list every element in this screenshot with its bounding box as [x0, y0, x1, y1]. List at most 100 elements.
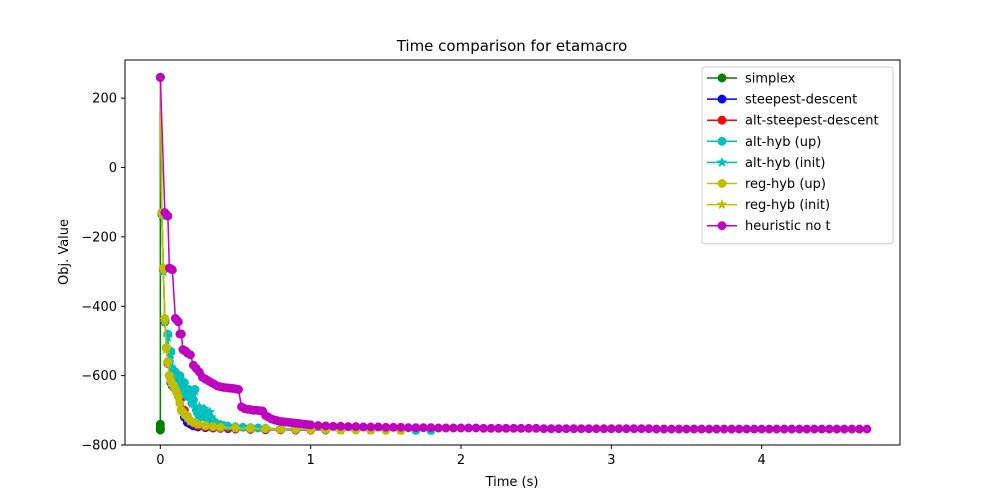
legend-label: steepest-descent: [745, 93, 857, 108]
data-point: [727, 424, 737, 434]
series-heuristic-no-t: [155, 72, 872, 434]
data-point: [576, 424, 586, 434]
data-point: [403, 423, 413, 433]
data-point: [441, 423, 451, 433]
y-tick-label: 0: [109, 161, 117, 176]
data-point: [185, 415, 196, 427]
legend-marker: [717, 179, 727, 188]
legend-box: [701, 66, 894, 245]
data-point: [584, 424, 594, 434]
legend-marker: [717, 221, 727, 231]
data-point: [172, 391, 184, 402]
data-point: [719, 424, 729, 434]
data-point: [464, 423, 473, 433]
data-point: [509, 423, 519, 433]
data-point: [712, 424, 722, 434]
legend-marker: [716, 156, 728, 167]
legend: simplex steepest-descent alt-steepest-desc…: [701, 66, 894, 245]
data-point: [839, 424, 849, 434]
data-point: [621, 424, 631, 434]
data-point: [471, 423, 481, 433]
legend-entry: steepest-descent: [707, 93, 857, 108]
legend-label: reg-hyb (up): [745, 177, 826, 192]
legend-label: simplex: [745, 72, 796, 87]
data-point: [192, 418, 204, 430]
data-point: [501, 423, 511, 433]
chart-title: Time comparison for etamacro: [396, 37, 628, 55]
data-point: [169, 384, 181, 395]
data-point: [847, 424, 857, 434]
y-tick-label: 200: [92, 92, 117, 107]
data-point: [659, 424, 669, 434]
legend-marker: [716, 198, 728, 210]
y-tick-label: −400: [81, 300, 117, 315]
legend-entry: reg-hyb (up): [707, 177, 826, 192]
data-point: [772, 424, 782, 434]
x-tick-label: 2: [457, 453, 465, 468]
data-point: [494, 423, 504, 433]
data-point: [396, 422, 406, 432]
data-point: [824, 424, 834, 434]
data-point: [704, 424, 714, 434]
data-point: [614, 424, 624, 434]
data-point: [794, 424, 804, 434]
data-point: [343, 422, 353, 432]
data-point: [434, 423, 443, 433]
legend-label: alt-steepest-descent: [745, 114, 879, 129]
data-point: [689, 424, 699, 434]
data-point: [644, 424, 654, 434]
data-point: [449, 423, 458, 433]
x-tick-label: 0: [156, 453, 164, 468]
legend-label: heuristic no t: [745, 219, 831, 234]
data-point: [230, 422, 241, 433]
data-point: [591, 424, 601, 434]
legend-marker: [717, 73, 727, 83]
data-point: [802, 424, 812, 434]
data-point: [159, 314, 171, 325]
data-point: [163, 371, 175, 382]
data-point: [166, 379, 178, 390]
data-point: [215, 421, 226, 433]
data-point: [162, 331, 174, 343]
data-point: [163, 211, 173, 221]
data-point: [554, 424, 564, 434]
data-point: [629, 424, 639, 434]
data-point: [411, 423, 421, 433]
data-point: [200, 420, 211, 431]
data-point: [682, 424, 691, 434]
data-point: [832, 424, 842, 434]
data-point: [809, 424, 819, 434]
data-point: [524, 423, 534, 433]
data-point: [366, 422, 376, 432]
legend-label: alt-hyb (init): [745, 156, 825, 171]
data-point: [176, 329, 186, 339]
data-point: [178, 378, 190, 389]
data-point: [516, 423, 526, 433]
data-point: [245, 423, 256, 434]
data-point: [162, 357, 174, 369]
data-point: [456, 423, 466, 433]
legend-marker: [717, 94, 727, 104]
data-point: [862, 424, 872, 434]
y-tick-label: −200: [81, 230, 117, 245]
axes-frame: [124, 59, 901, 446]
legend-label: reg-hyb (init): [745, 198, 830, 213]
data-point: [189, 385, 201, 396]
series-reg-hyb-init: [154, 71, 407, 436]
data-point: [697, 424, 707, 434]
legend-entry: alt-hyb (init): [707, 156, 825, 171]
data-point: [388, 422, 398, 432]
data-point: [652, 424, 661, 434]
legend-label: alt-hyb (up): [745, 135, 821, 150]
data-point: [185, 350, 195, 360]
data-point: [606, 424, 616, 434]
data-point: [336, 421, 346, 431]
axis-ticks: 0 1 2 3 4 −800 −600 −400 −200 0 200: [81, 92, 766, 468]
data-point: [306, 420, 316, 430]
data-point: [160, 343, 172, 355]
data-point: [636, 424, 646, 434]
data-point: [381, 422, 391, 432]
data-point: [173, 317, 183, 327]
data-point: [539, 424, 549, 434]
